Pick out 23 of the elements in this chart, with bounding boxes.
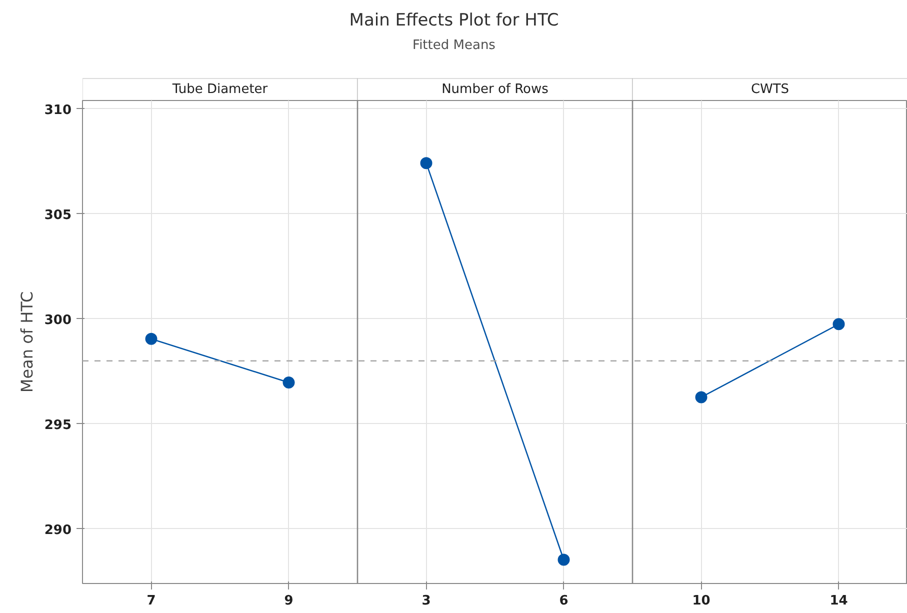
- text: CWTS: [750, 82, 790, 97]
- y-axis-title: Mean of HTC: [17, 291, 36, 393]
- y-tick-label: 300: [44, 312, 72, 328]
- text: Number of Rows: [442, 82, 549, 97]
- point: [282, 376, 295, 389]
- y-tick-label: 305: [44, 208, 72, 223]
- point: [420, 157, 432, 170]
- x-tick-label: 9: [284, 594, 294, 608]
- y-tick-label: 295: [44, 418, 72, 433]
- point: [832, 318, 845, 330]
- x-tick-label: 10: [692, 594, 710, 608]
- text: Tube Diameter: [171, 82, 268, 97]
- x-tick-label: 14: [830, 594, 848, 608]
- chart-subtitle: Fitted Means: [412, 38, 496, 53]
- point: [695, 391, 708, 404]
- point: [558, 554, 570, 566]
- point: [145, 332, 158, 345]
- y-tick-label: 290: [44, 522, 72, 538]
- x-tick-label: 3: [422, 594, 431, 608]
- chart-title: Main Effects Plot for HTC: [349, 10, 559, 30]
- x-tick-label: 7: [146, 594, 156, 608]
- x-tick-label: 6: [559, 594, 568, 608]
- y-tick-label: 310: [44, 102, 72, 118]
